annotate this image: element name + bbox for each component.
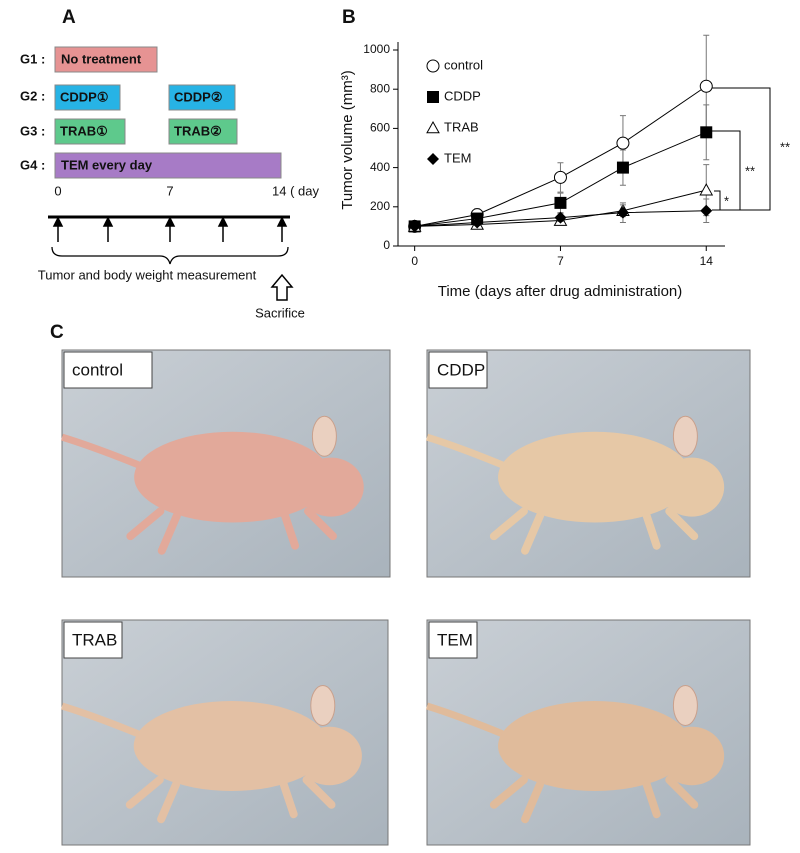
panel-a: A G1 : G2 : G3 : G4 : No treatment CDDP①… bbox=[20, 7, 319, 320]
box-text: CDDP① bbox=[60, 89, 109, 104]
x-axis-label: Time (days after drug administration) bbox=[438, 283, 683, 300]
legend-label: TRAB bbox=[444, 119, 479, 134]
panel-c: C control CDDP TRAB TEM bbox=[50, 322, 751, 846]
legend-marker bbox=[426, 59, 440, 73]
photo-label: TRAB bbox=[72, 630, 117, 649]
photo: CDDP bbox=[425, 349, 751, 578]
box-text: No treatment bbox=[61, 51, 142, 66]
legend-marker bbox=[426, 120, 440, 134]
mouse-ear bbox=[311, 415, 337, 457]
mouse-legs bbox=[489, 507, 699, 555]
box-text: TRAB② bbox=[174, 123, 222, 138]
treatment-box: CDDP② bbox=[168, 84, 236, 111]
marker bbox=[471, 216, 484, 229]
mouse-head bbox=[659, 726, 725, 786]
mouse-head bbox=[298, 457, 364, 517]
measurement-label: Tumor and body weight measurement bbox=[38, 267, 257, 282]
marker bbox=[616, 161, 629, 174]
group-label: G4 : bbox=[20, 157, 45, 172]
photo-label: control bbox=[72, 360, 123, 379]
mouse-legs bbox=[125, 775, 336, 824]
significance: ** bbox=[745, 163, 755, 178]
group-label: G3 : bbox=[20, 123, 45, 138]
box-text: TRAB① bbox=[60, 123, 108, 138]
sacrifice-arrow bbox=[270, 273, 294, 301]
mouse-body bbox=[498, 431, 692, 523]
photo-label-box bbox=[63, 621, 123, 659]
photos: control CDDP TRAB TEM bbox=[60, 349, 751, 846]
x-tick-label: 14 bbox=[700, 254, 714, 268]
treatment-box: TEM every day bbox=[54, 152, 282, 179]
significance-brackets bbox=[710, 87, 771, 211]
marker bbox=[553, 170, 567, 184]
mouse-body bbox=[134, 431, 331, 523]
box-text: CDDP② bbox=[174, 89, 223, 104]
marker bbox=[616, 206, 629, 219]
marker bbox=[554, 211, 567, 224]
mouse-legs bbox=[489, 775, 699, 824]
mouse-body bbox=[133, 701, 330, 791]
treatment-box: CDDP① bbox=[54, 84, 121, 111]
sacrifice-label: Sacrifice bbox=[255, 305, 305, 320]
treatment-box: No treatment bbox=[54, 46, 158, 73]
significance: ** bbox=[780, 139, 790, 154]
significance: * bbox=[724, 193, 729, 208]
measurement-arrows bbox=[52, 216, 288, 242]
photo-label: CDDP bbox=[437, 360, 485, 379]
mouse-head bbox=[296, 726, 362, 786]
marker bbox=[554, 196, 567, 209]
panel-label: A bbox=[62, 7, 76, 28]
photo-label-box bbox=[428, 351, 488, 389]
photo-label: TEM bbox=[437, 630, 473, 649]
photo: TRAB bbox=[60, 619, 389, 846]
marker bbox=[699, 183, 714, 196]
tail bbox=[425, 433, 510, 471]
panel-label: B bbox=[342, 7, 356, 28]
marker bbox=[700, 204, 713, 217]
y-tick-label: 1000 bbox=[363, 42, 390, 56]
x-tick-label: 0 bbox=[411, 254, 418, 268]
legend-marker bbox=[427, 153, 439, 165]
timeline-label: 0 bbox=[54, 183, 61, 198]
y-tick-label: 600 bbox=[370, 121, 390, 135]
timeline-label: 14 ( day bbox=[272, 183, 319, 198]
legend-label: control bbox=[444, 57, 483, 72]
photo-label-box bbox=[428, 621, 478, 659]
y-tick-label: 400 bbox=[370, 160, 390, 174]
group-label: G1 : bbox=[20, 51, 45, 66]
tail bbox=[425, 702, 510, 740]
brace bbox=[51, 246, 289, 265]
treatment-box: TRAB① bbox=[54, 118, 126, 145]
mouse-ear bbox=[672, 685, 698, 726]
timeline-label: 7 bbox=[166, 183, 173, 198]
legend-label: CDDP bbox=[444, 88, 481, 103]
panel-b: B Tumor volume (mm³) Time (days after dr… bbox=[339, 7, 790, 300]
photo: control bbox=[60, 349, 391, 578]
marker bbox=[616, 136, 630, 150]
mouse-head bbox=[659, 457, 725, 517]
photo-label-box bbox=[63, 351, 153, 389]
group-label: G2 : bbox=[20, 88, 45, 103]
marker bbox=[700, 126, 713, 139]
legend-label: TEM bbox=[444, 150, 471, 165]
marker bbox=[699, 79, 713, 93]
y-tick-label: 800 bbox=[370, 81, 390, 95]
y-tick-label: 200 bbox=[370, 199, 390, 213]
treatment-box: TRAB② bbox=[168, 118, 238, 145]
mouse-ear bbox=[672, 415, 698, 457]
tail bbox=[60, 702, 145, 740]
box-text: TEM every day bbox=[61, 157, 153, 172]
tail bbox=[60, 433, 146, 471]
photo: TEM bbox=[425, 619, 751, 846]
y-tick-label: 0 bbox=[383, 238, 390, 252]
marker bbox=[408, 220, 421, 233]
x-tick-label: 7 bbox=[557, 254, 564, 268]
panel-label: C bbox=[50, 322, 64, 343]
mouse-body bbox=[498, 701, 692, 791]
mouse-legs bbox=[126, 507, 337, 555]
mouse-ear bbox=[310, 685, 336, 726]
y-axis-label: Tumor volume (mm³) bbox=[339, 70, 356, 209]
legend-marker bbox=[427, 91, 439, 103]
